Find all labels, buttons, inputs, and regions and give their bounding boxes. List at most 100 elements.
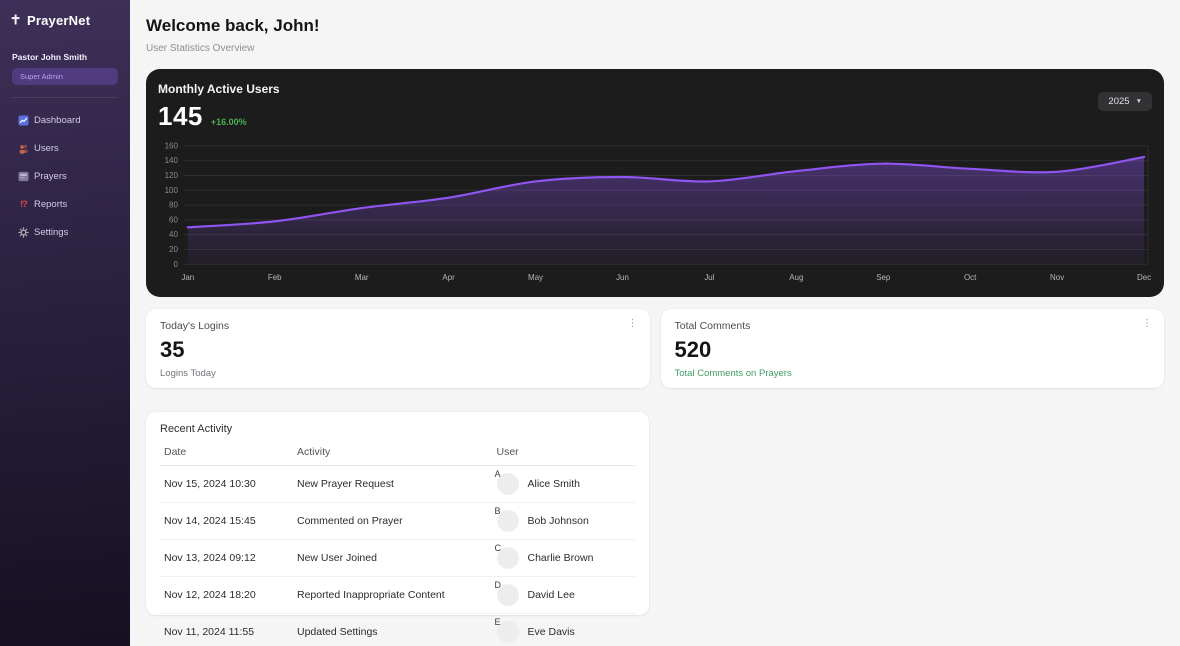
svg-text:80: 80 bbox=[169, 201, 178, 210]
sidebar-item-users[interactable]: Users bbox=[0, 134, 130, 162]
cell-date: Nov 13, 2024 09:12 bbox=[160, 539, 293, 577]
stat-card-title: Total Comments bbox=[674, 320, 751, 332]
settings-icon bbox=[18, 226, 29, 238]
sidebar-item-dashboard[interactable]: Dashboard bbox=[0, 106, 130, 134]
stat-card-value: 520 bbox=[674, 337, 712, 362]
svg-text:120: 120 bbox=[165, 171, 179, 180]
cell-date: Nov 15, 2024 10:30 bbox=[160, 465, 293, 503]
svg-text:Nov: Nov bbox=[1050, 273, 1064, 282]
cell-user: D David Lee bbox=[495, 580, 632, 606]
svg-text:Jan: Jan bbox=[181, 273, 194, 282]
table-row: Nov 11, 2024 11:55 Updated Settings E Ev… bbox=[160, 614, 635, 646]
user-name-text: Bob Johnson bbox=[527, 515, 589, 527]
recent-activity-title: Recent Activity bbox=[160, 423, 233, 435]
cell-user: C Charlie Brown bbox=[495, 543, 632, 569]
svg-text:Oct: Oct bbox=[964, 273, 977, 282]
svg-text:Dec: Dec bbox=[1137, 273, 1151, 282]
page-title: Welcome back, John! bbox=[146, 16, 320, 35]
stat-card-value: 35 bbox=[160, 337, 185, 362]
svg-text:Jun: Jun bbox=[616, 273, 629, 282]
sidebar-item-label: Reports bbox=[34, 198, 68, 210]
recent-activity-card: Recent Activity Date Activity User Nov 1… bbox=[146, 412, 649, 643]
chevron-down-icon: ▼ bbox=[1135, 98, 1142, 105]
svg-text:60: 60 bbox=[169, 215, 178, 224]
user-name-text: Charlie Brown bbox=[527, 552, 594, 564]
svg-text:140: 140 bbox=[165, 156, 179, 165]
table-row: Nov 12, 2024 18:20 Reported Inappropriat… bbox=[160, 576, 635, 614]
total-comments-card: Total Comments ⋮ 520 Total Comments on P… bbox=[660, 309, 1164, 388]
sidebar: PrayerNet Pastor John Smith Super Admin … bbox=[0, 0, 130, 646]
chart-value: 145 bbox=[158, 101, 203, 131]
role-badge: Super Admin bbox=[12, 68, 118, 85]
cell-user: E Eve Davis bbox=[495, 617, 632, 643]
user-name-text: Alice Smith bbox=[527, 478, 581, 490]
sidebar-item-prayers[interactable]: Prayers bbox=[0, 162, 130, 190]
cell-user: A Alice Smith bbox=[495, 469, 632, 495]
column-header-activity: Activity bbox=[293, 439, 493, 466]
kebab-menu-icon[interactable]: ⋮ bbox=[627, 318, 638, 329]
cross-icon bbox=[10, 13, 21, 28]
avatar: A bbox=[495, 469, 519, 495]
cell-activity: Updated Settings bbox=[297, 626, 378, 638]
users-icon bbox=[18, 143, 29, 154]
stat-card-subtitle: Logins Today bbox=[160, 368, 216, 379]
svg-text:Apr: Apr bbox=[442, 273, 455, 282]
avatar: C bbox=[495, 543, 519, 569]
table-row: Nov 15, 2024 10:30 New Prayer Request A … bbox=[160, 465, 635, 503]
sidebar-nav: Dashboard Users Prayers !? Reports Setti… bbox=[0, 102, 130, 246]
dashboard-icon bbox=[18, 114, 29, 126]
prayers-icon bbox=[18, 171, 29, 182]
kebab-menu-icon[interactable]: ⋮ bbox=[1142, 318, 1152, 329]
cell-activity: New Prayer Request bbox=[293, 465, 493, 503]
chart-delta: +16.00% bbox=[210, 117, 247, 127]
sidebar-item-settings[interactable]: Settings bbox=[0, 218, 130, 246]
sidebar-item-label: Users bbox=[34, 142, 59, 154]
recent-activity-table: Date Activity User Nov 15, 2024 10:30 Ne… bbox=[160, 439, 635, 646]
svg-text:100: 100 bbox=[165, 186, 179, 195]
table-row: Nov 13, 2024 09:12 New User Joined C Cha… bbox=[160, 539, 635, 577]
cell-date: Nov 11, 2024 11:55 bbox=[164, 626, 255, 638]
svg-text:20: 20 bbox=[169, 245, 178, 254]
monthly-active-users-card: Monthly Active Users 145 +16.00% 2025 ▼ … bbox=[146, 69, 1164, 297]
svg-text:160: 160 bbox=[165, 141, 179, 150]
svg-text:Aug: Aug bbox=[789, 273, 803, 282]
avatar: E bbox=[495, 617, 519, 643]
monthly-active-users-chart: 0 20 40 60 80 100 120 140 160 Jan Feb Mar Apr May Jun J… bbox=[165, 141, 1152, 282]
year-selector-value: 2025 bbox=[1108, 96, 1130, 107]
sidebar-item-label: Dashboard bbox=[34, 114, 81, 126]
column-header-user: User bbox=[492, 439, 635, 466]
avatar: B bbox=[495, 506, 519, 532]
chart-title: Monthly Active Users bbox=[158, 82, 280, 96]
svg-text:40: 40 bbox=[169, 230, 178, 239]
cell-activity: Reported Inappropriate Content bbox=[293, 576, 493, 614]
sidebar-item-label: Prayers bbox=[34, 170, 67, 182]
stat-card-subtitle: Total Comments on Prayers bbox=[674, 368, 792, 379]
app-name: PrayerNet bbox=[27, 13, 91, 28]
cell-activity: New User Joined bbox=[293, 539, 493, 577]
table-row: Nov 14, 2024 15:45 Commented on Prayer B… bbox=[160, 502, 635, 540]
svg-text:Sep: Sep bbox=[876, 273, 891, 282]
user-block: Pastor John Smith Super Admin bbox=[0, 38, 130, 85]
avatar: D bbox=[495, 580, 519, 606]
column-header-date: Date bbox=[160, 439, 293, 466]
page-subtitle: User Statistics Overview bbox=[146, 43, 255, 54]
sidebar-divider bbox=[12, 97, 118, 98]
app-logo: PrayerNet bbox=[0, 0, 130, 38]
svg-text:Feb: Feb bbox=[268, 273, 282, 282]
user-name-text: Eve Davis bbox=[527, 626, 575, 638]
reports-icon: !? bbox=[20, 199, 28, 209]
sidebar-item-reports[interactable]: !? Reports bbox=[0, 190, 130, 218]
year-selector[interactable]: 2025 ▼ bbox=[1098, 92, 1152, 111]
svg-text:0: 0 bbox=[173, 260, 178, 269]
todays-logins-card: Today's Logins ⋮ 35 Logins Today bbox=[146, 309, 650, 388]
stat-card-title: Today's Logins bbox=[160, 320, 230, 332]
svg-text:May: May bbox=[528, 273, 543, 282]
cell-user: B Bob Johnson bbox=[495, 506, 632, 532]
sidebar-item-label: Settings bbox=[34, 226, 69, 238]
cell-activity: Commented on Prayer bbox=[293, 502, 493, 540]
stat-row: Today's Logins ⋮ 35 Logins Today Total C… bbox=[146, 309, 1164, 388]
main-content: Welcome back, John! User Statistics Over… bbox=[130, 0, 1180, 646]
user-name-text: David Lee bbox=[527, 589, 575, 601]
svg-text:Mar: Mar bbox=[355, 273, 369, 282]
cell-date: Nov 14, 2024 15:45 bbox=[160, 502, 293, 540]
